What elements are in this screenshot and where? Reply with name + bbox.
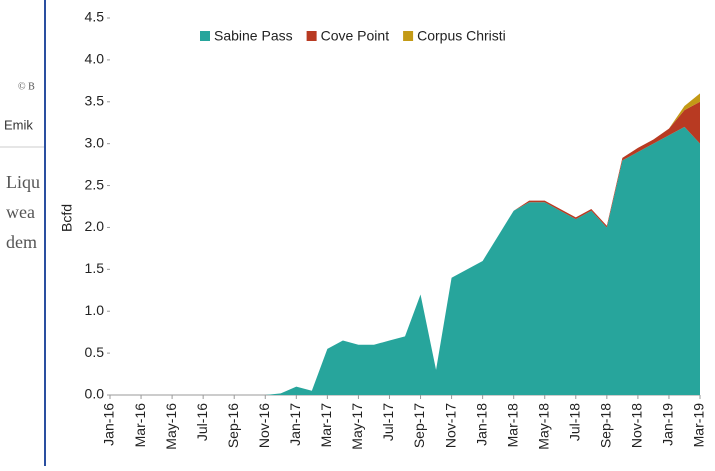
bg-text: © B: [18, 81, 35, 92]
x-tick-label: May-18: [535, 403, 551, 450]
x-tick-label: Mar-16: [132, 403, 148, 448]
y-tick-label: 3.0: [85, 134, 105, 150]
x-tick-label: Jan-17: [287, 403, 303, 446]
x-tick-label: Jan-19: [660, 403, 676, 446]
legend-label: Cove Point: [321, 28, 390, 44]
y-tick-label: 2.0: [85, 218, 105, 234]
area: [110, 126, 700, 396]
x-tick-label: Mar-18: [504, 403, 520, 448]
x-tick-label: Sep-17: [411, 403, 427, 448]
legend-swatch: [306, 31, 317, 41]
x-tick-label: May-16: [163, 403, 179, 450]
x-tick-label: Nov-17: [442, 403, 458, 448]
y-tick-label: 1.5: [85, 260, 105, 276]
x-tick-label: Mar-19: [691, 403, 707, 448]
legend-label: Corpus Christi: [417, 28, 506, 44]
y-tick-label: 2.5: [85, 176, 105, 192]
x-tick-label: Jan-18: [473, 403, 489, 446]
y-tick-label: 1.0: [85, 302, 105, 318]
bg-text: dem: [6, 232, 37, 252]
y-axis-label: Bcfd: [59, 204, 75, 232]
y-tick-label: 4.0: [85, 51, 105, 67]
x-tick-label: May-17: [349, 403, 365, 450]
y-tick-label: 3.5: [85, 92, 105, 108]
y-tick-label: 0.0: [85, 386, 105, 402]
y-tick-label: 0.5: [85, 344, 105, 360]
x-tick-label: Nov-18: [629, 403, 645, 448]
x-tick-label: Mar-17: [318, 403, 334, 448]
legend-label: Sabine Pass: [214, 28, 293, 44]
x-tick-label: Jul-18: [566, 403, 582, 441]
bg-text: Emik: [4, 117, 33, 132]
bg-text: Liqu: [6, 172, 40, 192]
bg-text: wea: [6, 202, 35, 222]
x-tick-label: Jan-16: [101, 403, 117, 446]
x-tick-label: Sep-16: [225, 403, 241, 448]
legend-swatch: [200, 31, 210, 41]
legend-swatch: [403, 31, 414, 41]
x-tick-label: Jul-16: [194, 403, 210, 441]
x-tick-label: Jul-17: [380, 403, 396, 441]
x-tick-label: Sep-18: [598, 403, 614, 448]
x-tick-label: Nov-16: [256, 403, 272, 448]
y-tick-label: 4.5: [85, 9, 105, 25]
